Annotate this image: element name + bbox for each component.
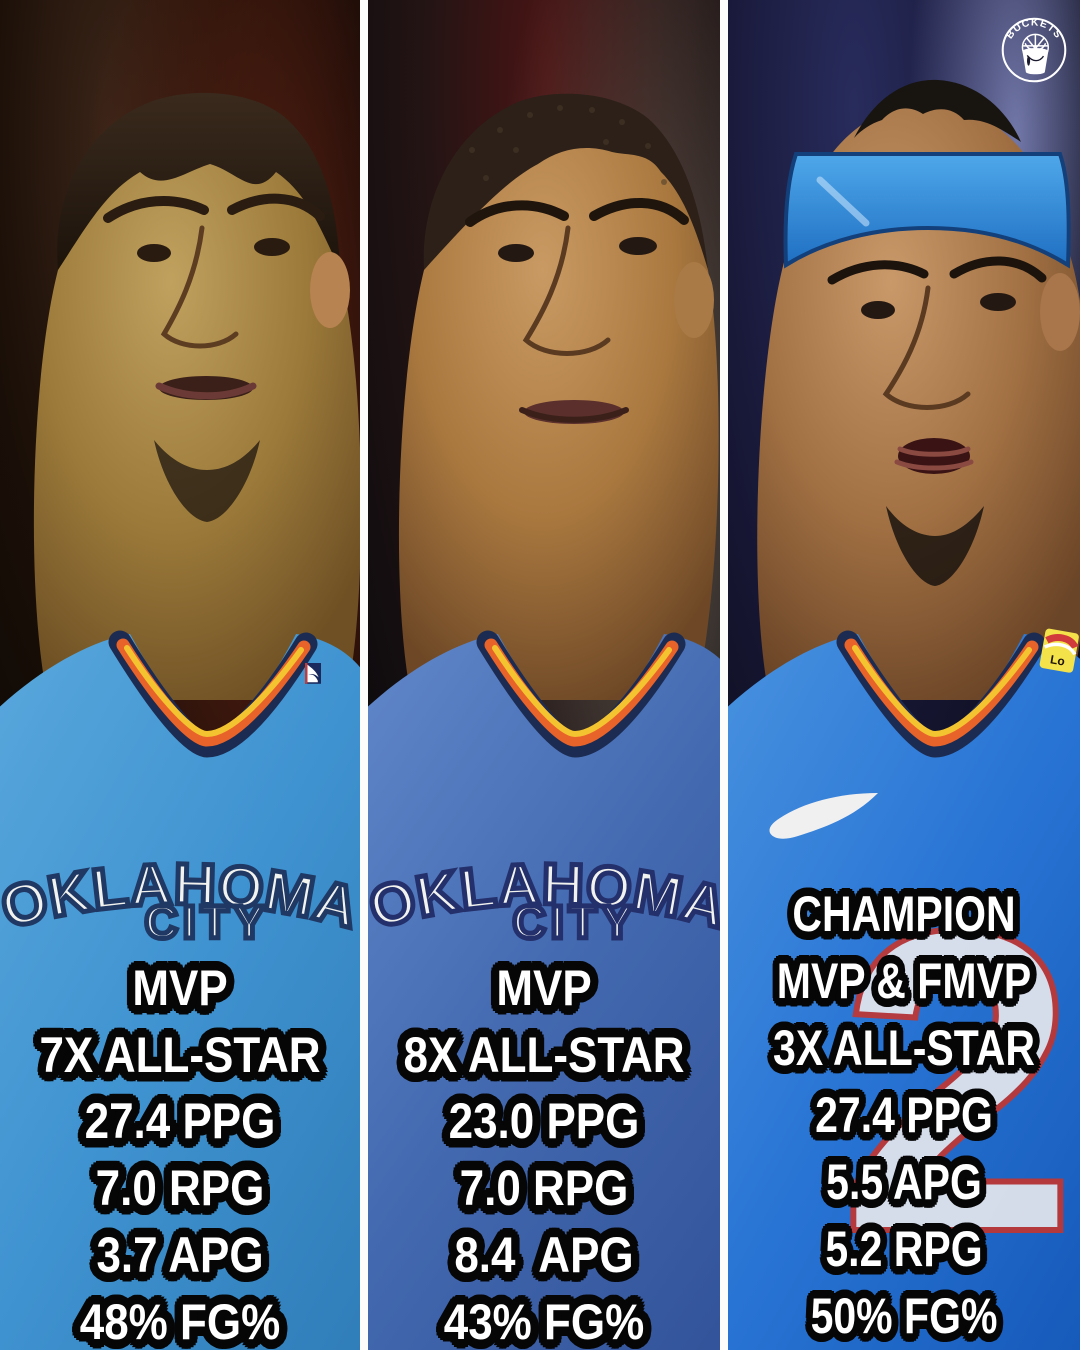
svg-text:CITY: CITY xyxy=(513,896,638,948)
svg-text:CITY: CITY xyxy=(145,896,270,948)
svg-text:BUCKETS: BUCKETS xyxy=(1004,17,1063,41)
svg-text:Lo: Lo xyxy=(1049,652,1066,668)
